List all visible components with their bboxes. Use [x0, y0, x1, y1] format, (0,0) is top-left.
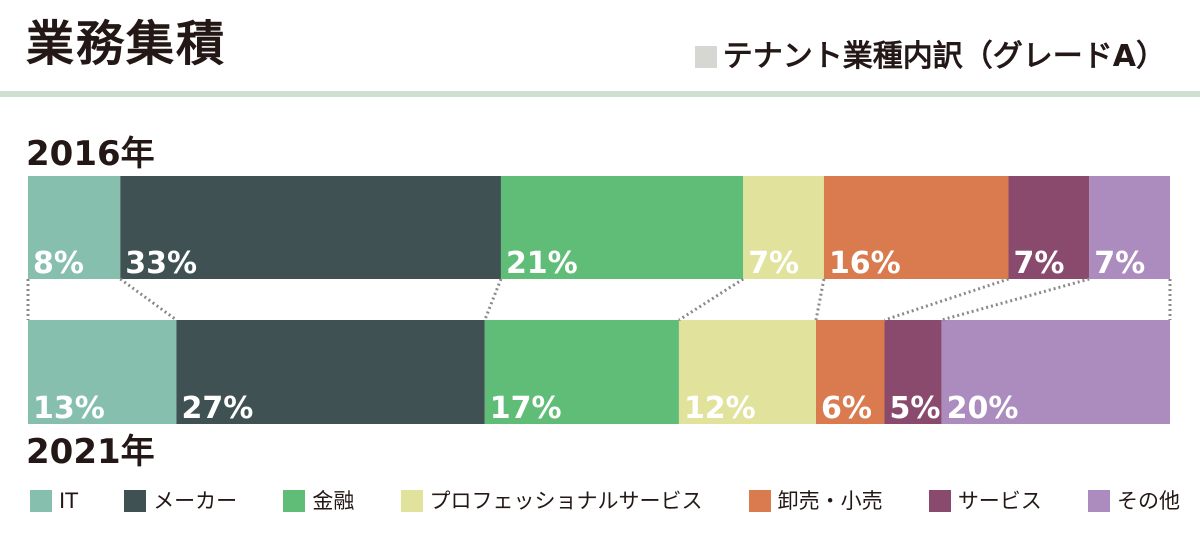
legend-item-1: IT [30, 490, 78, 512]
data-label-2016-7: 7% [1094, 246, 1145, 281]
bar-segment-2016-3 [500, 176, 744, 279]
legend-item-2: メーカー [124, 490, 237, 512]
bar-segment-2021-6 [884, 320, 942, 424]
chart-subtitle-text: テナント業種内訳（グレードA） [722, 39, 1166, 74]
legend-label: その他 [1116, 488, 1180, 513]
data-label-2021-5: 6% [821, 391, 872, 426]
bar-segment-2021-2 [176, 320, 485, 424]
bar-segment-2016-4 [743, 176, 824, 279]
data-label-2021-3: 17% [490, 391, 562, 426]
stacked-bar-chart: 8% 33% 21% 7% 16% 7% 7% 13% 27% 17% 12% 6% 5% 20% [26, 176, 1172, 426]
header-divider [0, 91, 1200, 97]
legend-swatch [283, 490, 306, 512]
legend-label: メーカー [153, 488, 238, 513]
legend-swatch [400, 490, 423, 512]
connector-line-5 [814, 278, 826, 321]
data-label-2016-2: 33% [125, 246, 197, 281]
legend-label: 金融 [312, 488, 355, 513]
data-label-2016-6: 7% [1014, 246, 1065, 281]
legend-swatch [748, 490, 771, 512]
data-label-2021-6: 5% [890, 391, 941, 426]
connector-line-7 [941, 277, 1090, 322]
bar-segment-2016-2 [120, 176, 501, 279]
legend-item-4: プロフェッショナルサービス [400, 488, 703, 513]
connector-line-2 [119, 277, 178, 322]
bar-segment-2021-5 [815, 320, 885, 424]
legend-item-3: 金融 [283, 490, 354, 512]
legend-swatch [30, 490, 52, 512]
year-label-2016: 2016年 [26, 134, 155, 174]
chart-subtitle: テナント業種内訳（グレードA） [694, 39, 1166, 74]
legend-label: 卸売・小売 [777, 488, 883, 513]
data-label-2021-4: 12% [684, 391, 756, 426]
data-label-2016-3: 21% [506, 246, 578, 281]
legend-item-7: その他 [1087, 488, 1180, 513]
data-label-2021-7: 20% [947, 391, 1019, 426]
legend-swatch [1087, 490, 1110, 512]
chart-legend: IT メーカー 金融 プロフェッショナルサービス 卸売・小売 サービス その他 [30, 490, 1180, 512]
bar-segment-2021-4 [678, 320, 816, 424]
legend-item-6: サービス [928, 488, 1042, 513]
bar-segment-2016-6 [1008, 176, 1090, 279]
legend-label: サービス [957, 488, 1042, 513]
connector-line-4 [678, 277, 744, 322]
bar-segment-2016-7 [1089, 176, 1170, 279]
bar-segment-2021-3 [484, 320, 679, 424]
legend-label: IT [59, 488, 79, 513]
year-label-2021: 2021年 [26, 432, 155, 472]
data-label-2016-1: 8% [33, 246, 84, 281]
connector-line-6 [884, 277, 1009, 322]
bar-segment-2021-1 [28, 320, 177, 424]
subtitle-square-icon [694, 46, 717, 68]
legend-label: プロフェッショナルサービス [429, 488, 703, 513]
connector-line-3 [483, 278, 503, 321]
legend-swatch [124, 490, 147, 512]
legend-swatch [928, 490, 951, 512]
legend-item-5: 卸売・小売 [748, 488, 883, 513]
bar-segment-2021-7 [941, 320, 1170, 424]
page-title: 業務集積 [26, 16, 227, 72]
bar-segment-2016-5 [823, 176, 1009, 279]
data-label-2021-2: 27% [181, 391, 253, 426]
data-label-2016-5: 16% [829, 246, 901, 281]
data-label-2021-1: 13% [33, 391, 105, 426]
data-label-2016-4: 7% [748, 246, 799, 281]
bar-segment-2016-1 [28, 176, 121, 279]
